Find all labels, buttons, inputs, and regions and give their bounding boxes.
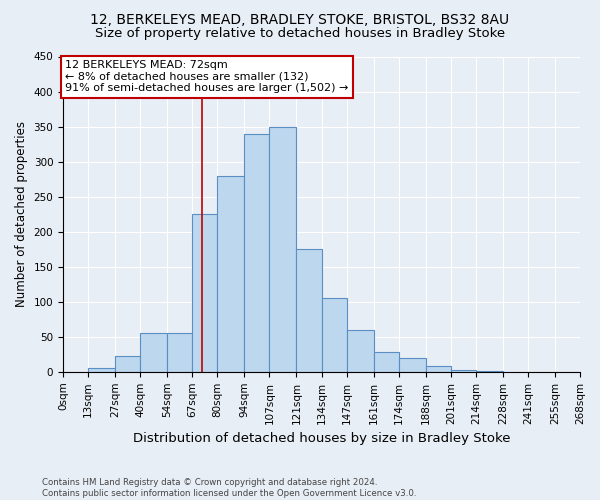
Text: 12, BERKELEYS MEAD, BRADLEY STOKE, BRISTOL, BS32 8AU: 12, BERKELEYS MEAD, BRADLEY STOKE, BRIST… <box>91 12 509 26</box>
Text: Contains HM Land Registry data © Crown copyright and database right 2024.
Contai: Contains HM Land Registry data © Crown c… <box>42 478 416 498</box>
Bar <box>347 330 374 372</box>
Bar <box>322 298 347 372</box>
Bar <box>398 358 425 372</box>
Bar <box>476 371 503 372</box>
Bar <box>374 352 398 372</box>
Bar <box>425 366 451 372</box>
Bar <box>88 368 115 372</box>
Bar <box>296 249 322 372</box>
Text: Size of property relative to detached houses in Bradley Stoke: Size of property relative to detached ho… <box>95 28 505 40</box>
Bar <box>217 176 244 372</box>
Bar <box>244 134 269 372</box>
Bar <box>167 334 192 372</box>
Bar <box>192 214 217 372</box>
Y-axis label: Number of detached properties: Number of detached properties <box>15 121 28 307</box>
Bar <box>115 356 140 372</box>
Bar <box>140 334 167 372</box>
X-axis label: Distribution of detached houses by size in Bradley Stoke: Distribution of detached houses by size … <box>133 432 510 445</box>
Text: 12 BERKELEYS MEAD: 72sqm
← 8% of detached houses are smaller (132)
91% of semi-d: 12 BERKELEYS MEAD: 72sqm ← 8% of detache… <box>65 60 349 93</box>
Bar <box>269 126 296 372</box>
Bar <box>451 370 476 372</box>
